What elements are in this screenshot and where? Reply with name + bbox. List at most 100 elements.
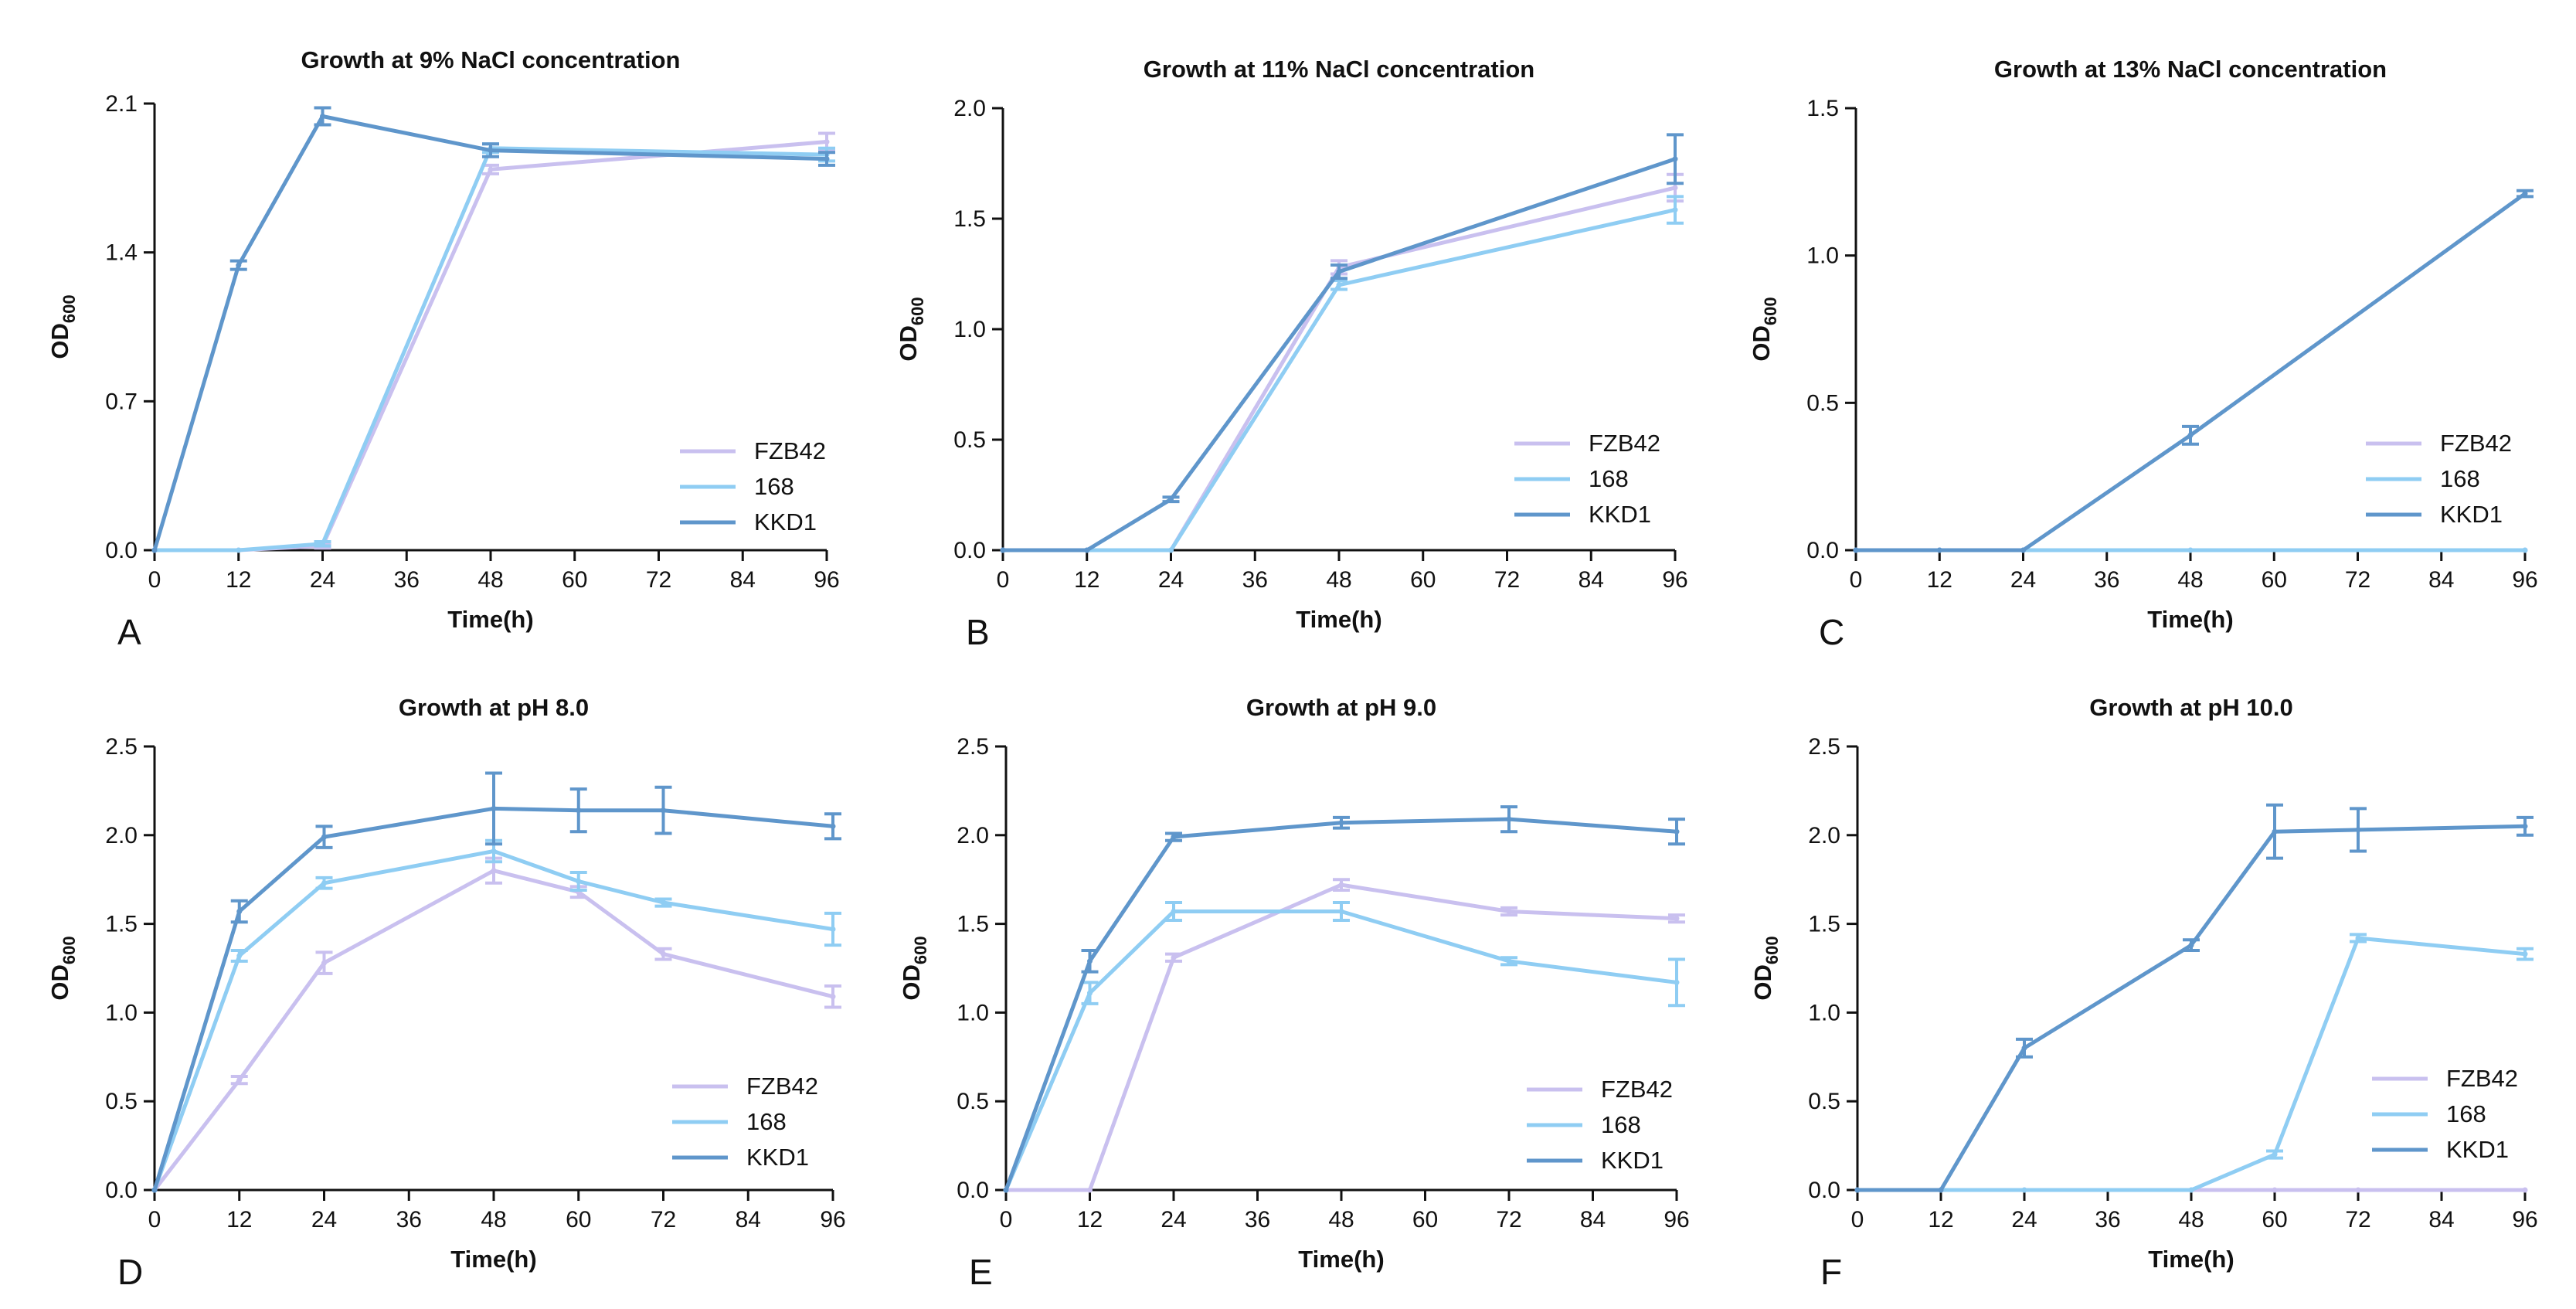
x-axis-label: Time(h) xyxy=(447,606,533,633)
y-tick-label: 1.0 xyxy=(1808,1000,1840,1025)
x-axis-label: Time(h) xyxy=(2148,1246,2234,1273)
legend-label-fzb42: FZB42 xyxy=(2440,430,2512,457)
x-tick-label: 72 xyxy=(1496,1207,1521,1232)
series-fzb42-line xyxy=(1001,185,1677,552)
y-tick-label: 1.0 xyxy=(957,1000,989,1025)
panel-letter: C xyxy=(1819,612,1844,652)
legend-label-168: 168 xyxy=(746,1108,787,1135)
x-tick-label: 48 xyxy=(2177,567,2203,593)
series-kkd1-line xyxy=(1004,817,1679,1192)
legend-label-kkd1: KKD1 xyxy=(1589,501,1651,528)
legend-label-168: 168 xyxy=(1589,465,1629,492)
series-kkd1-point xyxy=(1003,1187,1009,1193)
legend: FZB42 168 KKD1 xyxy=(672,1073,818,1171)
series-kkd1-point xyxy=(2020,547,2026,553)
y-tick-label: 0.0 xyxy=(1808,1178,1840,1203)
x-tick-label: 48 xyxy=(477,567,503,593)
series-fzb42-line xyxy=(1004,882,1679,1192)
y-tick-label: 1.4 xyxy=(105,240,138,266)
series-168-point xyxy=(2522,547,2528,553)
legend-label-kkd1: KKD1 xyxy=(2440,501,2503,528)
panel-letter: D xyxy=(117,1252,143,1292)
x-tick-label: 0 xyxy=(1851,1207,1864,1232)
x-tick-label: 60 xyxy=(2262,567,2287,593)
y-axis-label: OD600 xyxy=(895,297,927,361)
chart-title: Growth at pH 8.0 xyxy=(399,694,589,721)
chart-panel-f: Growth at pH 10.0 0 12 24 36 48 60 72 84 96 0.0 0.5… xyxy=(1749,694,2538,1292)
y-axis-label-subscript: 600 xyxy=(1762,936,1782,964)
x-tick-label: 72 xyxy=(2345,567,2370,593)
y-axis-label: OD600 xyxy=(898,936,930,1000)
x-tick-label: 96 xyxy=(2512,1207,2537,1232)
y-tick-label: 1.5 xyxy=(105,912,138,937)
y-tick-label: 2.0 xyxy=(105,823,138,848)
series-kkd1-line xyxy=(1001,157,1677,552)
chart-panel-c: Growth at 13% NaCl concentration 0 12 24 36 4… xyxy=(1748,56,2538,652)
y-axis-label-subscript: 600 xyxy=(59,936,79,964)
legend-label-kkd1: KKD1 xyxy=(746,1144,809,1171)
y-tick-label: 1.5 xyxy=(1808,912,1840,937)
x-tick-label: 72 xyxy=(1494,567,1520,593)
x-tick-label: 24 xyxy=(1158,567,1184,593)
series-fzb42-point xyxy=(2522,1187,2528,1193)
series-kkd1-point xyxy=(1854,1187,1861,1193)
legend-label-168: 168 xyxy=(2446,1100,2486,1127)
x-tick-label: 96 xyxy=(814,567,839,593)
x-tick-label: 48 xyxy=(481,1207,506,1232)
x-tick-label: 36 xyxy=(2095,1207,2120,1232)
x-tick-label: 72 xyxy=(646,567,671,593)
series-168-line xyxy=(152,849,835,1192)
legend: FZB42 168 KKD1 xyxy=(680,437,826,536)
y-tick-label: 0.5 xyxy=(953,427,986,453)
y-tick-label: 2.0 xyxy=(1808,823,1840,848)
x-tick-label: 12 xyxy=(1928,1207,1953,1232)
series-168-point xyxy=(2021,1187,2027,1193)
series-fzb42-point xyxy=(1087,1187,1093,1193)
panel-letter: B xyxy=(966,612,990,652)
x-tick-label: 84 xyxy=(1579,567,1604,593)
series-fzb42-point xyxy=(2272,1187,2278,1193)
series-kkd1-line xyxy=(1855,824,2527,1192)
y-axis-label: OD600 xyxy=(1749,936,1782,1000)
x-tick-label: 24 xyxy=(1161,1207,1186,1232)
legend-label-fzb42: FZB42 xyxy=(2446,1065,2518,1092)
x-tick-label: 72 xyxy=(651,1207,676,1232)
legend-label-168: 168 xyxy=(2440,465,2480,492)
y-axis-label-main: OD xyxy=(1749,964,1776,1001)
y-tick-label: 0.5 xyxy=(105,1089,138,1114)
y-tick-label: 2.5 xyxy=(957,734,989,760)
y-tick-label: 2.0 xyxy=(953,96,986,121)
x-tick-label: 12 xyxy=(226,1207,252,1232)
series-kkd1-point xyxy=(1000,547,1006,553)
x-tick-label: 48 xyxy=(2178,1207,2204,1232)
y-tick-label: 1.0 xyxy=(105,1000,138,1025)
series-168-line xyxy=(152,146,829,552)
y-tick-label: 2.0 xyxy=(957,823,989,848)
panel-letter: E xyxy=(969,1252,993,1292)
x-tick-label: 84 xyxy=(2428,567,2454,593)
x-tick-label: 60 xyxy=(2262,1207,2287,1232)
series-168-line xyxy=(1004,910,1679,1192)
legend-label-fzb42: FZB42 xyxy=(746,1073,818,1100)
x-tick-label: 48 xyxy=(1328,1207,1354,1232)
chart-title: Growth at 9% NaCl concentration xyxy=(301,46,681,73)
x-tick-label: 36 xyxy=(394,567,420,593)
x-tick-label: 84 xyxy=(730,567,756,593)
x-tick-label: 36 xyxy=(1245,1207,1270,1232)
x-tick-label: 96 xyxy=(1664,1207,1689,1232)
x-tick-label: 60 xyxy=(1410,567,1436,593)
y-tick-label: 1.5 xyxy=(1806,96,1839,121)
y-tick-label: 0.5 xyxy=(957,1089,989,1114)
y-tick-label: 0.0 xyxy=(105,1178,138,1203)
y-tick-label: 0.0 xyxy=(953,538,986,563)
series-168-point xyxy=(2187,547,2194,553)
x-tick-label: 72 xyxy=(2345,1207,2370,1232)
chart-title: Growth at pH 9.0 xyxy=(1246,694,1436,721)
x-axis-label: Time(h) xyxy=(450,1246,536,1273)
panel-letter: A xyxy=(117,612,141,652)
x-tick-label: 0 xyxy=(148,1207,161,1232)
y-tick-label: 2.1 xyxy=(105,91,138,117)
y-axis-label-main: OD xyxy=(1748,325,1775,362)
chart-title: Growth at pH 10.0 xyxy=(2089,694,2293,721)
series-fzb42-point xyxy=(2355,1187,2361,1193)
